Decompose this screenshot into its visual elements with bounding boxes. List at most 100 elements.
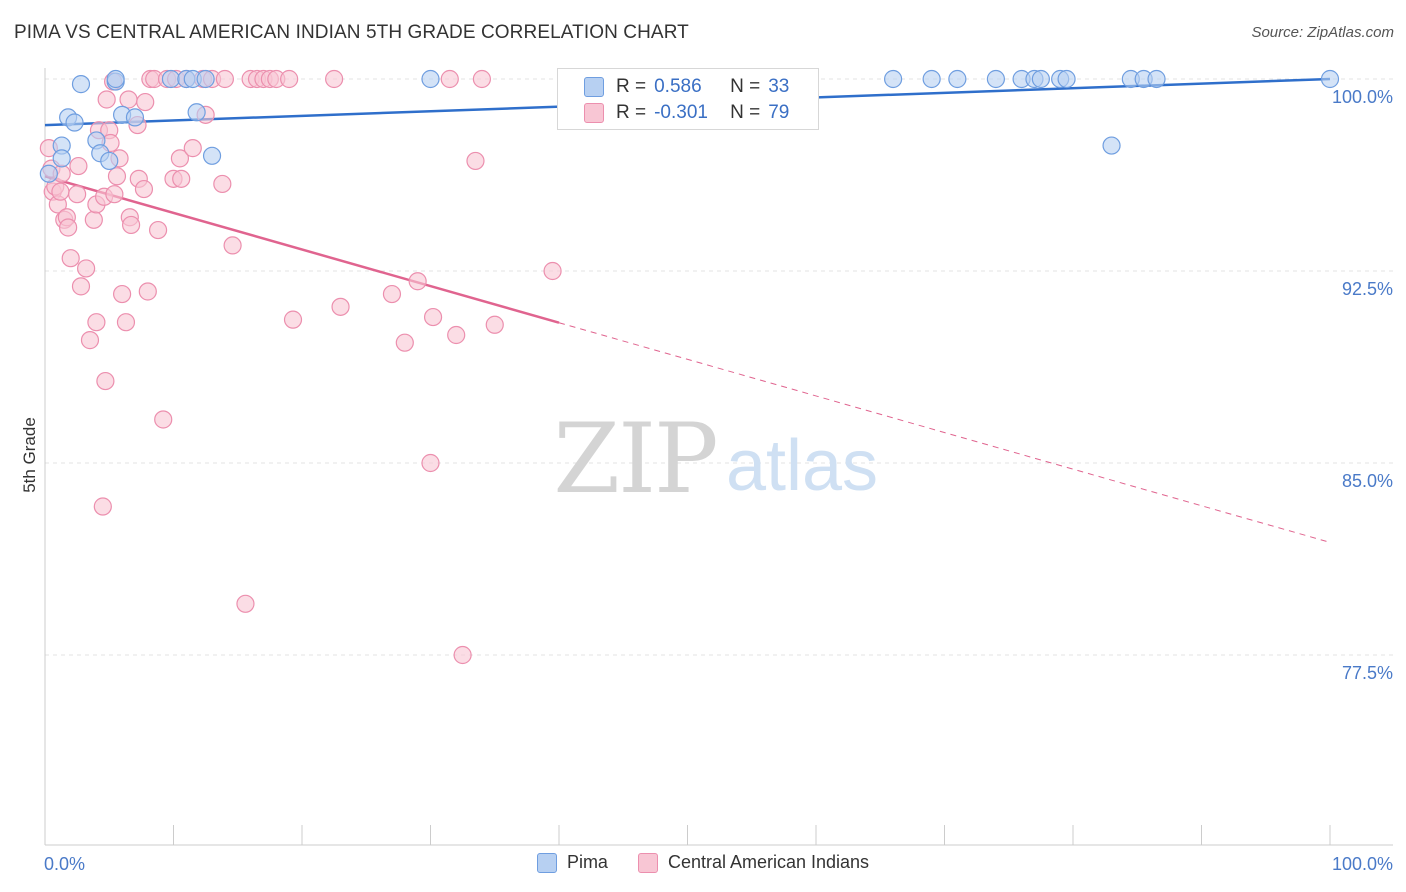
cai-point [215, 69, 234, 89]
cai-point [84, 210, 103, 229]
x-tick-label: 100.0% [1332, 854, 1393, 874]
pima-point [187, 103, 206, 122]
cai-point [325, 69, 344, 89]
cai-point [331, 297, 350, 316]
tick-labels: 100.0% 92.5% 85.0% 77.5% 0.0% 100.0% [44, 87, 1393, 874]
pima-point [125, 108, 145, 127]
legend-item-cai[interactable]: Central American Indians [637, 852, 870, 873]
cai-point [421, 453, 440, 473]
cai-swatch [637, 852, 658, 873]
cai-point [134, 179, 154, 199]
cai-point [485, 315, 504, 334]
pima-point [100, 151, 119, 171]
cai-trend-line [44, 175, 560, 324]
cai-point [154, 410, 173, 429]
pima-point [1102, 136, 1121, 155]
pima-point [196, 69, 215, 89]
cai-point [472, 69, 491, 89]
pima-point [161, 69, 181, 89]
series-legend: Pima Central American Indians [0, 852, 1406, 873]
cai-point [61, 249, 80, 268]
pima-point [986, 69, 1006, 89]
pima-point [202, 146, 222, 165]
legend-n-value: 79 [768, 102, 790, 123]
watermark-zip: ZIP [553, 403, 716, 515]
pima-swatch [584, 77, 604, 97]
cai-point [440, 69, 459, 89]
pima-point [52, 149, 71, 168]
cai-point [59, 218, 78, 237]
cai-point [170, 149, 190, 168]
legend-row-pima: R = 0.586 N = 33 [584, 75, 789, 99]
legend-item-pima[interactable]: Pima [536, 852, 608, 873]
pima-point [39, 164, 58, 183]
cai-point [172, 169, 191, 188]
cai-point [447, 325, 466, 345]
cai-point [105, 185, 124, 204]
cai-point [107, 167, 127, 186]
cai-point [116, 313, 136, 332]
watermark: ZIP atlas [553, 403, 878, 515]
legend-n-value: 33 [768, 76, 790, 97]
pima-point [1147, 69, 1166, 89]
pima-point [421, 69, 440, 89]
cai-point [93, 497, 112, 516]
pima-point [883, 69, 903, 89]
cai-point [136, 92, 155, 112]
cai-point [77, 259, 96, 278]
cai-point [68, 185, 87, 204]
cai-point [423, 307, 443, 327]
cai-point [280, 69, 299, 89]
cai-point [121, 215, 141, 235]
pima-point [65, 113, 84, 132]
cai-point [213, 174, 232, 194]
cai-point [223, 236, 242, 255]
y-tick-label: 85.0% [1342, 471, 1393, 491]
cai-point [543, 261, 562, 281]
pima-swatch [536, 852, 557, 873]
cai-point [112, 284, 132, 304]
cai-point [119, 90, 138, 109]
chart-source: Source: ZipAtlas.com [1251, 24, 1394, 41]
correlation-legend: R = 0.586 N = 33 R = -0.301 N = 79 [557, 68, 819, 130]
x-tick-label: 0.0% [44, 854, 85, 874]
pima-point [922, 69, 941, 89]
y-tick-label: 92.5% [1342, 279, 1393, 299]
grid-lines [45, 78, 1393, 656]
legend-label-cai: Central American Indians [667, 852, 870, 872]
cai-point [69, 156, 88, 176]
legend-r-value: -0.301 [654, 102, 708, 123]
legend-r-label: R = [616, 102, 647, 123]
pima-point [1057, 69, 1076, 89]
cai-point [87, 313, 106, 332]
cai-swatch [584, 103, 604, 123]
pima-point [71, 75, 91, 94]
cai-point [466, 151, 485, 171]
legend-r-label: R = [616, 76, 647, 97]
cai-point [97, 90, 116, 109]
cai-point [148, 220, 168, 240]
pima-point [106, 69, 125, 89]
y-axis-label: 5th Grade [20, 417, 39, 493]
cai-point [236, 594, 255, 613]
y-tick-label: 77.5% [1342, 663, 1393, 683]
pima-point [948, 69, 967, 89]
pima-point [1031, 69, 1050, 89]
cai-trend-extension [558, 322, 1331, 543]
cai-point [80, 331, 100, 350]
legend-r-value: 0.586 [654, 76, 702, 97]
cai-point [71, 277, 91, 296]
chart-title: PIMA VS CENTRAL AMERICAN INDIAN 5TH GRAD… [14, 22, 689, 43]
legend-n-label: N = [730, 102, 761, 123]
cai-point [382, 284, 402, 304]
cai-point [453, 645, 472, 665]
data-points [39, 69, 1340, 665]
watermark-atlas: atlas [726, 426, 878, 506]
legend-n-label: N = [730, 76, 761, 97]
legend-label-pima: Pima [566, 852, 608, 872]
legend-row-cai: R = -0.301 N = 79 [584, 101, 789, 125]
cai-point [96, 371, 115, 391]
cai-point [183, 139, 202, 158]
